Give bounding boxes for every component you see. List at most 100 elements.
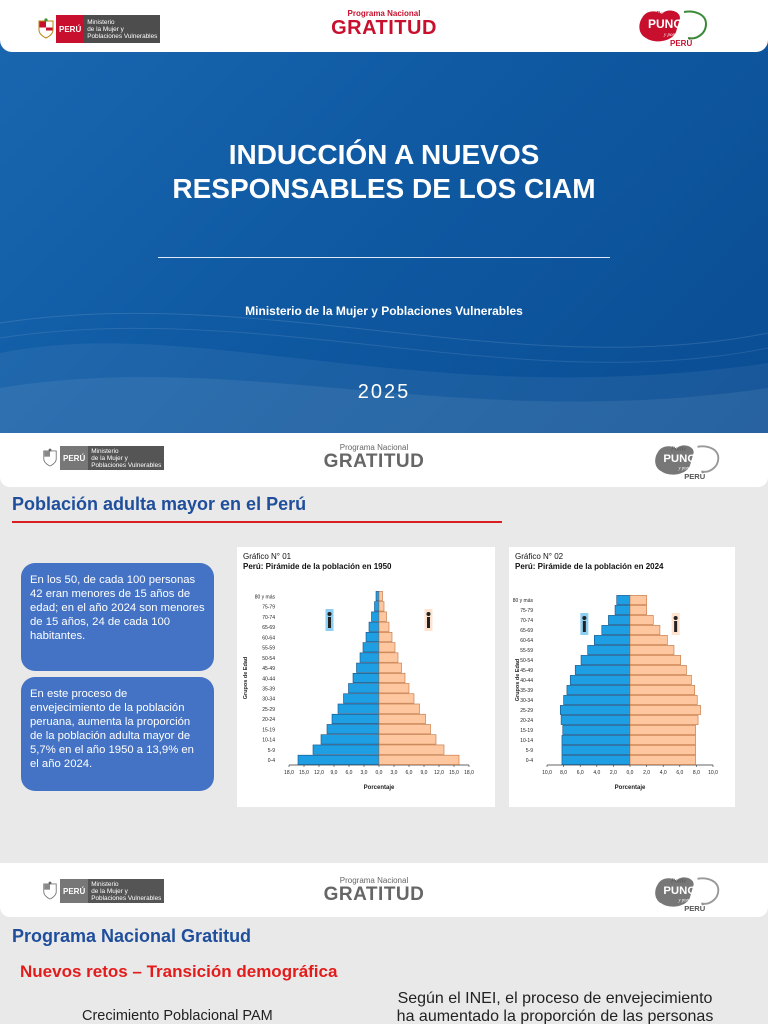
bar-female-0-4 bbox=[378, 754, 460, 765]
bar-female-15-19 bbox=[378, 724, 431, 735]
ministry-label: Ministerio de la Mujer y Poblaciones Vul… bbox=[84, 15, 161, 43]
inei-paragraph: Según el INEI, el proceso de envejecimie… bbox=[360, 990, 750, 1024]
bar-male-70-74 bbox=[608, 615, 631, 625]
bar-female-70-74 bbox=[629, 615, 654, 625]
bar-male-75-79 bbox=[374, 601, 380, 612]
bar-male-15-19 bbox=[562, 725, 631, 735]
program-logo-small: Programa Nacional bbox=[339, 876, 409, 885]
x-tick-label: 12,0 bbox=[314, 770, 324, 776]
bar-male-30-34 bbox=[343, 693, 380, 704]
program-logo: Programa Nacional GRATITUD bbox=[318, 443, 430, 472]
bar-female-20-24 bbox=[629, 715, 699, 725]
bar-male-20-24 bbox=[331, 713, 380, 724]
ministry-label: Ministerio de la Mujer y Poblaciones Vul… bbox=[88, 446, 165, 470]
age-tick-label: 65-69 bbox=[520, 628, 533, 634]
svg-text:Ponle: Ponle bbox=[655, 10, 672, 18]
punche-logo: Ponle PUNCHE y ponemos todos PERÚ bbox=[652, 873, 724, 913]
age-tick-label: 55-59 bbox=[520, 648, 533, 654]
government-logo: PERÚ Ministerio de la Mujer y Poblacione… bbox=[36, 15, 161, 43]
age-tick-label: 75-79 bbox=[520, 608, 533, 614]
bar-female-45-49 bbox=[378, 662, 402, 673]
x-tick-label: 3,0 bbox=[391, 770, 398, 776]
chart-plot: 0-4 5-9 10-14 15-19 20-24 25-29 30-34 35-39 40-4… bbox=[243, 591, 474, 791]
bar-female-55-59 bbox=[629, 645, 675, 655]
age-tick-label: 55-59 bbox=[262, 646, 275, 652]
program-logo-big: GRATITUD bbox=[323, 884, 425, 905]
section-heading: Programa Nacional Gratitud bbox=[12, 926, 252, 946]
x-tick-label: 0,0 bbox=[627, 770, 634, 776]
government-logo: PERÚ Ministerio de la Mujer y Poblacione… bbox=[40, 879, 165, 903]
organization-name: Ministerio de la Mujer y Poblaciones Vul… bbox=[245, 304, 523, 318]
program-logo-small: Programa Nacional bbox=[339, 443, 409, 452]
y-axis-label: Grupos de Edad bbox=[243, 657, 249, 699]
male-silhouette-icon bbox=[325, 609, 334, 631]
age-tick-label: 40-44 bbox=[262, 676, 275, 682]
x-tick-label: 10,0 bbox=[542, 770, 552, 776]
bar-male-25-29 bbox=[337, 703, 380, 714]
bar-female-25-29 bbox=[378, 703, 420, 714]
bar-female-45-49 bbox=[629, 665, 687, 675]
x-tick-label: 9,0 bbox=[331, 770, 338, 776]
age-tick-label: 10-14 bbox=[520, 738, 533, 744]
program-logo-big: GRATITUD bbox=[323, 451, 425, 472]
chart-caption-left: Crecimiento Poblacional PAM bbox=[82, 1008, 273, 1024]
age-tick-label: 20-24 bbox=[262, 717, 275, 723]
age-tick-label: 35-39 bbox=[262, 686, 275, 692]
x-tick-label: 0,0 bbox=[376, 770, 383, 776]
svg-text:PERÚ: PERÚ bbox=[684, 904, 705, 913]
punche-logo-icon: Ponle PUNCHE y ponemos todos PERÚ bbox=[655, 445, 720, 481]
info-bubble-2: En este proceso de envejecimiento de la … bbox=[21, 677, 214, 791]
bar-female-40-44 bbox=[378, 672, 406, 684]
bar-male-25-29 bbox=[559, 705, 631, 715]
male-silhouette-icon bbox=[580, 613, 589, 635]
bar-male-60-64 bbox=[594, 635, 631, 645]
bar-male-10-14 bbox=[320, 734, 380, 745]
chart-plot: 0-4 5-9 10-14 15-19 20-24 25-29 30-34 35-39 40-4… bbox=[513, 595, 718, 791]
age-tick-label: 80 y más bbox=[255, 594, 276, 600]
female-silhouette-icon bbox=[671, 613, 680, 635]
age-tick-label: 25-29 bbox=[262, 707, 275, 713]
age-tick-label: 65-69 bbox=[262, 625, 275, 631]
punche-logo: Ponle PUNCHE y ponemos todos PERÚ bbox=[636, 6, 712, 48]
age-tick-label: 80 y más bbox=[513, 598, 534, 604]
population-slide: PERÚ Ministerio de la Mujer y Poblacione… bbox=[0, 433, 768, 863]
svg-text:PERÚ: PERÚ bbox=[670, 39, 692, 48]
bar-female-40-44 bbox=[629, 675, 692, 685]
x-axis-label: Porcentaje bbox=[615, 785, 646, 791]
chart-caption: Gráfico N° 01 Perú: Pirámide de la pobla… bbox=[243, 552, 392, 572]
svg-text:PUNCHE: PUNCHE bbox=[663, 885, 711, 897]
ministry-label: Ministerio de la Mujer y Poblaciones Vul… bbox=[88, 879, 165, 903]
bar-female-70-74 bbox=[378, 611, 387, 622]
female-silhouette-icon bbox=[424, 609, 433, 631]
bar-female-30-34 bbox=[629, 695, 698, 705]
age-tick-label: 45-49 bbox=[520, 668, 533, 674]
chart-title: Perú: Pirámide de la población en 2024 bbox=[515, 562, 664, 571]
bar-male-30-34 bbox=[563, 695, 631, 705]
program-slide: PERÚ Ministerio de la Mujer y Poblacione… bbox=[0, 863, 768, 1024]
country-label: PERÚ bbox=[60, 446, 89, 470]
bar-male-60-64 bbox=[365, 632, 380, 643]
x-tick-label: 3,0 bbox=[361, 770, 368, 776]
bar-male-40-44 bbox=[569, 675, 631, 685]
chart-label: Gráfico N° 01 bbox=[243, 552, 292, 561]
x-tick-label: 15,0 bbox=[449, 770, 459, 776]
coat-of-arms-icon bbox=[40, 446, 60, 470]
x-tick-label: 10,0 bbox=[708, 770, 718, 776]
pyramid-chart-1950: Gráfico N° 01 Perú: Pirámide de la pobla… bbox=[237, 547, 495, 807]
svg-text:PUNCHE: PUNCHE bbox=[648, 17, 699, 31]
bar-female-30-34 bbox=[378, 693, 415, 704]
bar-male-55-59 bbox=[587, 645, 631, 655]
bar-female-80 y más bbox=[378, 591, 383, 602]
x-tick-label: 6,0 bbox=[406, 770, 413, 776]
program-logo-big: GRATITUD bbox=[331, 17, 437, 39]
x-tick-label: 4,0 bbox=[660, 770, 667, 776]
x-tick-label: 12,0 bbox=[434, 770, 444, 776]
y-axis-label: Grupos de Edad bbox=[515, 659, 521, 701]
bar-female-5-9 bbox=[378, 744, 445, 755]
bar-male-5-9 bbox=[312, 744, 380, 755]
bar-female-65-69 bbox=[378, 621, 390, 632]
age-tick-label: 45-49 bbox=[262, 666, 275, 672]
x-tick-label: 18,0 bbox=[464, 770, 474, 776]
bar-male-0-4 bbox=[297, 754, 380, 765]
age-tick-label: 40-44 bbox=[520, 678, 533, 684]
